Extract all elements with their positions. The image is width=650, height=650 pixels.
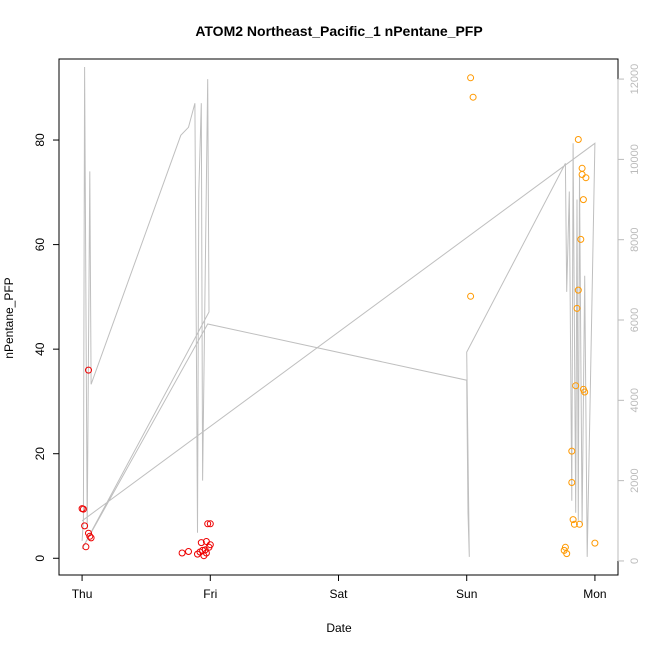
y-tick-label: 40: [33, 342, 47, 356]
y-tick-label: 20: [33, 447, 47, 461]
data-point-red: [178, 549, 186, 557]
data-point-orange: [570, 520, 578, 528]
y2-tick-label: 12000: [629, 64, 641, 95]
y2-tick-label: 8000: [629, 227, 641, 251]
data-point-red: [85, 366, 92, 374]
data-point-orange: [578, 171, 586, 178]
data-point-red: [185, 548, 192, 555]
y2-tick-label: 6000: [629, 308, 641, 332]
data-point-orange: [569, 516, 577, 524]
data-point-red: [79, 505, 87, 513]
data-point-orange: [574, 136, 582, 143]
data-point-red: [206, 541, 214, 549]
x-tick-label: Thu: [72, 587, 93, 601]
data-point-orange: [467, 292, 475, 300]
y2-tick-label: 10000: [629, 144, 641, 175]
data-point-orange: [578, 164, 586, 172]
data-point-red: [206, 520, 214, 528]
data-point-orange: [563, 550, 571, 558]
y-tick-label: 60: [33, 238, 47, 252]
x-tick-label: Fri: [203, 587, 217, 601]
plot-area: Thu Fri Sat Sun Mon 0 20 40 60 80 0 2000 4000 6000 800…: [33, 58, 641, 601]
data-point-red: [87, 534, 95, 542]
data-point-orange: [582, 174, 590, 182]
data-point-orange: [573, 304, 581, 312]
data-point-orange: [568, 479, 576, 486]
data-point-red: [86, 532, 94, 540]
data-point-orange: [576, 520, 583, 528]
data-point-orange: [591, 539, 599, 547]
chart-title: ATOM2 Northeast_Pacific_1 nPentane_PFP: [195, 23, 482, 39]
data-point-red: [204, 520, 212, 528]
y2-tick-label: 2000: [629, 468, 641, 492]
data-point-orange: [574, 286, 582, 294]
data-point-orange: [467, 74, 475, 82]
data-point-orange: [579, 196, 587, 204]
data-point-red: [82, 543, 90, 551]
y2-tick-label: 4000: [629, 388, 641, 412]
y2-tick-label: 0: [629, 558, 641, 564]
x-tick-label: Sat: [329, 587, 348, 601]
y-axis-label: nPentane_PFP: [2, 277, 16, 358]
data-point-orange: [469, 93, 477, 101]
y-tick-label: 0: [33, 555, 47, 562]
data-point-orange: [561, 543, 569, 551]
x-axis-label: Date: [326, 621, 352, 635]
data-point-red: [197, 539, 205, 547]
x-tick-label: Sun: [456, 587, 477, 601]
data-point-orange: [577, 235, 585, 243]
plot-frame: [58, 58, 619, 576]
secondary-line: [81, 66, 596, 557]
y-tick-label: 80: [33, 133, 47, 147]
x-tick-label: Mon: [583, 587, 606, 601]
data-point-red: [81, 522, 89, 530]
data-point-red: [202, 549, 210, 557]
data-point-orange: [568, 447, 576, 455]
data-point-orange: [572, 382, 580, 390]
data-point-orange: [581, 388, 589, 396]
